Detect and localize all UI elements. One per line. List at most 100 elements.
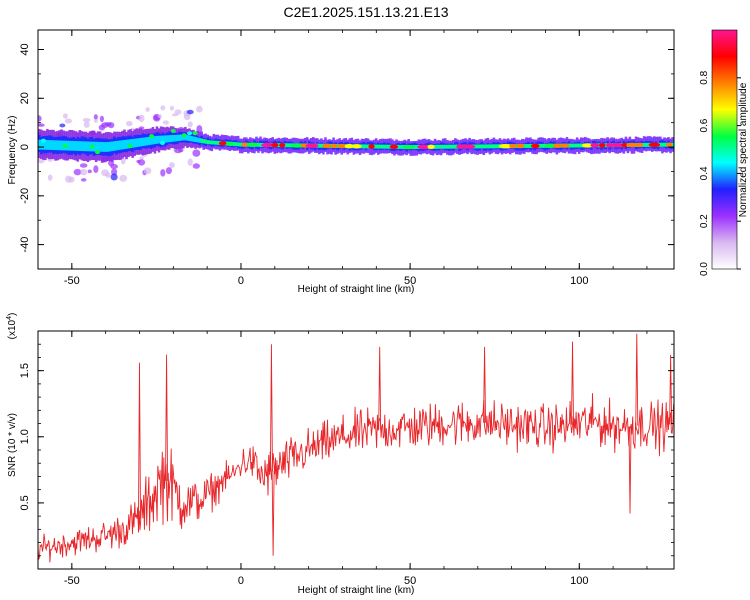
spectrogram-hotspot: [581, 143, 594, 148]
snr-spike: [635, 333, 639, 426]
spectrogram-band-core: [82, 141, 86, 152]
spectrogram-hotspot: [498, 143, 513, 149]
spectrogram-hotspot: [279, 143, 286, 148]
spectrogram-speckle: [139, 156, 144, 160]
spectrogram-band-core: [184, 134, 187, 141]
spectrogram-band-core: [169, 135, 173, 142]
spectrogram-band-core: [80, 141, 84, 152]
spectrogram-band-core: [474, 144, 477, 149]
spectrogram-band-core: [236, 142, 240, 147]
spectrogram-band-core: [131, 138, 134, 148]
spectrogram-band-core: [111, 141, 114, 152]
spectrogram-band-core: [143, 137, 147, 146]
spectrogram-band-core: [575, 143, 579, 148]
spectrogram-band-core: [109, 141, 112, 152]
spectrogram-band-core: [208, 140, 212, 145]
spectrogram-band-core: [452, 144, 455, 149]
spectrogram-band-core: [151, 136, 155, 145]
snr-y-tick-label: 1.5: [19, 363, 31, 378]
spectrogram-band-core: [70, 140, 74, 151]
snr-x-tick-label: 100: [570, 575, 588, 587]
spectrogram-x-tick-label: 100: [570, 275, 588, 287]
spectrogram-speckle: [87, 169, 92, 174]
spectrogram-speckle: [137, 159, 146, 166]
spectrogram-band-core: [659, 142, 662, 147]
colorbar: 0.0 0.2 0.4 0.6 0.8 Normalized spectral ampl…: [699, 29, 749, 276]
spectrogram-band-core: [480, 144, 484, 149]
spectrogram-hotspot: [611, 142, 624, 148]
snr-panel: -50 0 50 100 0.5 1.0 1.5 Height of straight li…: [6, 313, 675, 596]
spectrogram-band-core: [318, 143, 321, 148]
spectrogram-band-core: [320, 143, 323, 148]
spectrogram-band-core: [216, 140, 220, 145]
spectrogram-band-core: [155, 135, 159, 144]
spectrogram-band-core: [161, 135, 165, 143]
spectrogram-band-core: [214, 140, 218, 145]
spectrogram-hotspot: [261, 142, 274, 148]
spectrogram-band-core: [376, 144, 380, 149]
spectrogram-band-core: [145, 137, 149, 146]
spectrogram-speckle: [110, 164, 118, 170]
spectrogram-band-core: [86, 141, 90, 152]
spectrogram-band-core: [129, 139, 132, 149]
spectrogram-hotspot: [635, 142, 644, 148]
spectrogram-band-core: [387, 144, 390, 149]
spectrogram-speckle: [62, 113, 68, 119]
spectrogram-speckle: [160, 105, 166, 111]
spectrogram-speckle: [162, 120, 170, 125]
spectrogram-band-core: [577, 143, 581, 148]
snr-x-tick-label: 0: [238, 575, 244, 587]
spectrogram-band-core: [186, 135, 189, 141]
spectrogram-band-core: [234, 142, 238, 147]
spectrogram-band-core: [529, 144, 532, 148]
snr-spike: [165, 354, 169, 481]
spectrogram-band-core: [569, 143, 573, 148]
spectrogram-band-core: [38, 139, 41, 150]
spectrogram-band-core: [439, 144, 443, 149]
spectrogram-speckle: [93, 165, 99, 174]
spectrogram-band-core: [192, 136, 195, 142]
spectrogram-band-core: [157, 135, 161, 144]
spectrogram-hotspot: [509, 143, 517, 149]
spectrogram-band-core: [450, 144, 453, 149]
spectrogram-band-core: [202, 139, 205, 144]
spectrogram-band-core: [476, 144, 479, 149]
spectrogram-band-core: [579, 143, 583, 148]
spectrogram-speckle: [187, 121, 193, 128]
spectrogram-speckle: [38, 123, 45, 127]
spectrogram-speckle: [105, 172, 111, 178]
snr-x-axis-label: Height of straight line (km): [298, 585, 415, 596]
spectrogram-band-core: [98, 141, 102, 152]
spectrogram-speckle: [178, 148, 184, 153]
spectrogram-band-core: [100, 142, 104, 152]
spectrogram-band-core: [482, 144, 486, 149]
spectrogram-band-core: [74, 141, 78, 151]
spectrogram-band-core: [443, 144, 447, 149]
spectrogram-band-core: [644, 142, 648, 147]
spectrogram-speckle: [68, 176, 75, 183]
snr-spike: [138, 362, 141, 519]
spectrogram-speckle: [73, 168, 82, 176]
spectrogram-hotspot: [344, 143, 354, 149]
spectrogram-band-core: [52, 140, 55, 151]
spectrogram-band-core: [525, 144, 528, 148]
spectrogram-band-core: [238, 142, 242, 147]
spectrogram-hotspot: [89, 144, 95, 149]
colorbar-tick-label: 0.8: [699, 70, 710, 84]
spectrogram-band-core: [46, 140, 49, 150]
spectrogram-hotspot: [351, 144, 362, 149]
snr-spike: [271, 470, 275, 556]
spectrogram-hotspot: [149, 134, 155, 139]
spectrogram-speckle: [186, 109, 194, 115]
spectrogram-speckle: [160, 169, 166, 177]
spectrogram-hotspot: [389, 144, 399, 150]
spectrogram-y-tick-label: 40: [19, 43, 31, 55]
spectrogram-band-core: [401, 144, 404, 149]
spectrogram-speckle: [169, 162, 175, 168]
spectrogram-band-core: [50, 140, 53, 150]
spectrogram-band-core: [107, 142, 110, 152]
spectrogram-band-core: [437, 144, 441, 149]
spectrogram-band-core: [127, 139, 130, 149]
spectrogram-band-core: [72, 140, 76, 151]
